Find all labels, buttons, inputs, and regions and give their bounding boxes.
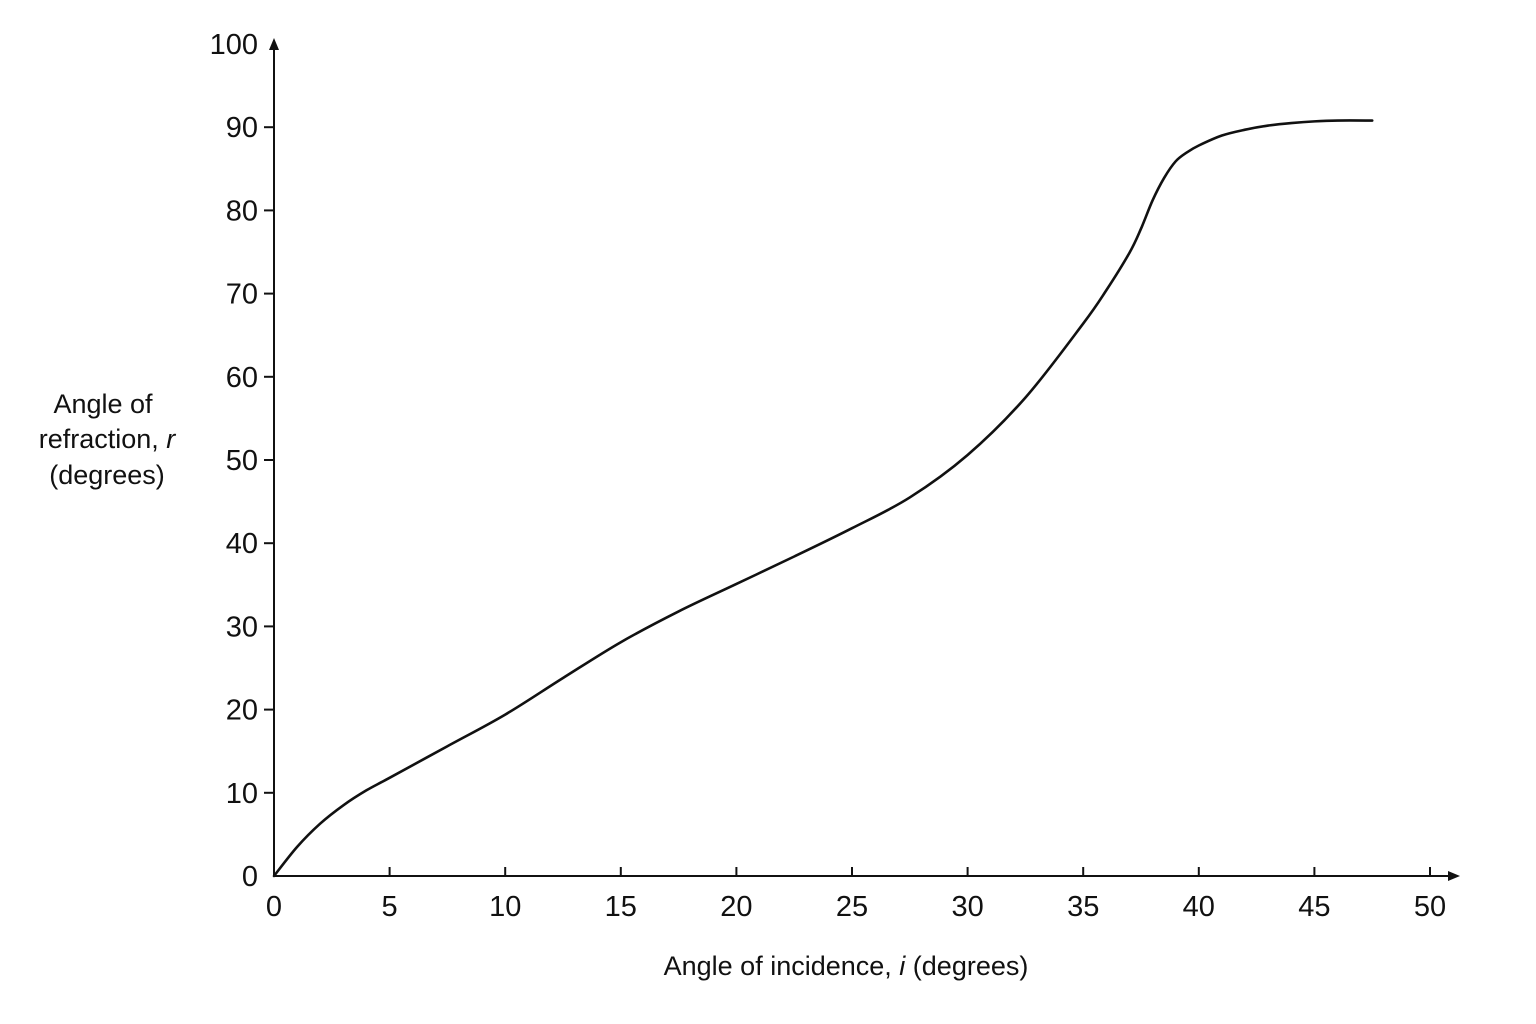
y-axis-title-line-3: (degrees) xyxy=(49,460,165,490)
x-axis-arrow-icon xyxy=(1448,871,1460,881)
y-axis-title-line-1: Angle of xyxy=(53,389,153,419)
x-tick-label: 25 xyxy=(836,891,868,923)
y-tick-label: 10 xyxy=(226,778,258,810)
x-tick-label: 35 xyxy=(1067,891,1099,923)
x-tick-label: 45 xyxy=(1298,891,1330,923)
x-tick-label: 20 xyxy=(720,891,752,923)
y-tick-label: 0 xyxy=(242,861,258,893)
svg-text:(degrees): (degrees) xyxy=(49,460,165,490)
x-tick-label: 5 xyxy=(382,891,398,923)
y-tick-label: 70 xyxy=(226,279,258,311)
x-axis-title-unit: (degrees) xyxy=(905,951,1028,981)
svg-text:refraction, r: refraction, r xyxy=(39,424,177,454)
svg-text:Angle of incidence, i (degrees: Angle of incidence, i (degrees) xyxy=(664,951,1029,981)
y-tick-label: 20 xyxy=(226,695,258,727)
x-axis-title: Angle of incidence, i (degrees) xyxy=(664,951,1029,981)
y-tick-label: 90 xyxy=(226,112,258,144)
x-tick-label: 15 xyxy=(605,891,637,923)
y-axis-arrow-icon xyxy=(269,38,279,50)
x-tick-label: 0 xyxy=(266,891,282,923)
y-tick-label: 80 xyxy=(226,195,258,227)
y-tick-label: 50 xyxy=(226,445,258,477)
y-tick-label: 100 xyxy=(210,29,258,61)
y-tick-label: 60 xyxy=(226,362,258,394)
x-tick-label: 50 xyxy=(1414,891,1446,923)
x-axis-title-text: Angle of incidence, xyxy=(664,951,900,981)
x-tick-label: 10 xyxy=(489,891,521,923)
y-axis-title: Angle of refraction, r (degrees) xyxy=(39,389,177,490)
x-tick-label: 40 xyxy=(1183,891,1215,923)
x-axis-title-variable: i xyxy=(899,951,906,981)
y-axis-title-line-2-text: refraction, xyxy=(39,424,167,454)
x-tick-label: 30 xyxy=(951,891,983,923)
series-line xyxy=(272,119,1374,878)
svg-text:Angle of: Angle of xyxy=(53,389,153,419)
y-axis-title-line-2-variable: r xyxy=(166,424,176,454)
y-tick-label: 40 xyxy=(226,528,258,560)
y-tick-label: 30 xyxy=(226,611,258,643)
